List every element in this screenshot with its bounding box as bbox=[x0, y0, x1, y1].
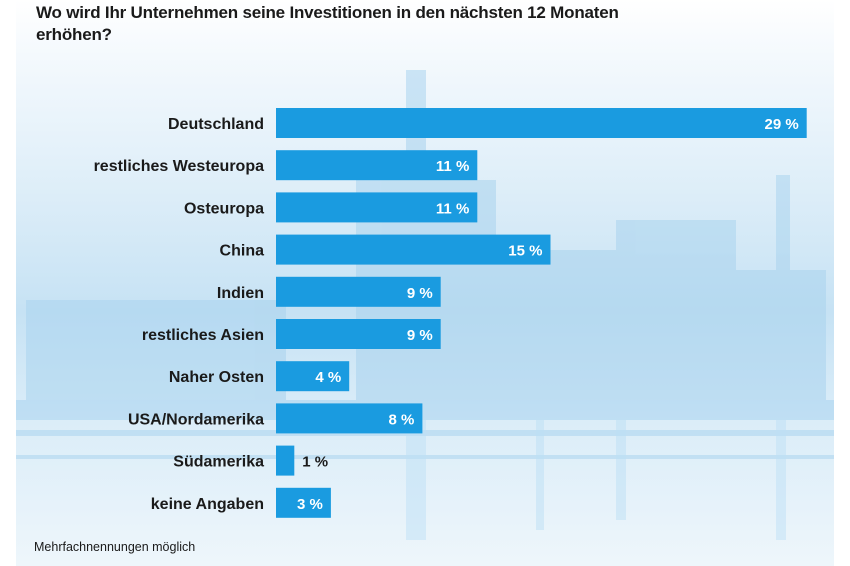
footnote: Mehrfachnennungen möglich bbox=[34, 540, 196, 554]
bar bbox=[276, 361, 350, 392]
value-label: 15 % bbox=[508, 243, 542, 260]
category-label: restliches Westeuropa bbox=[94, 158, 265, 175]
bar bbox=[276, 234, 551, 265]
category-label: Deutschland bbox=[168, 116, 264, 133]
chart-title: Wo wird Ihr Unternehmen seine Investitio… bbox=[36, 3, 619, 44]
category-label: Indien bbox=[217, 285, 264, 302]
bar bbox=[276, 487, 331, 518]
bar bbox=[276, 319, 441, 349]
value-label: 3 % bbox=[297, 496, 323, 513]
value-label: 8 % bbox=[389, 411, 415, 428]
value-label: 9 % bbox=[407, 285, 433, 302]
category-label: Südamerika bbox=[173, 454, 264, 471]
value-label: 1 % bbox=[302, 454, 328, 471]
bar bbox=[276, 276, 441, 307]
bar bbox=[276, 192, 478, 223]
category-label: Naher Osten bbox=[169, 369, 264, 386]
bar bbox=[276, 403, 423, 434]
chart-panel: Wo wird Ihr Unternehmen seine Investitio… bbox=[16, 0, 834, 566]
value-label: 11 % bbox=[436, 158, 469, 175]
bar bbox=[276, 150, 478, 181]
category-label: Osteuropa bbox=[184, 200, 264, 217]
value-label: 9 % bbox=[407, 327, 433, 344]
value-label: 4 % bbox=[315, 369, 341, 386]
category-label: restliches Asien bbox=[142, 327, 264, 344]
category-label: keine Angaben bbox=[151, 496, 264, 513]
value-label: 11 % bbox=[436, 200, 469, 217]
value-label: 29 % bbox=[764, 116, 798, 133]
category-label: China bbox=[220, 243, 265, 260]
bar-chart: Deutschland restliches Westeuropa Osteurop… bbox=[94, 108, 807, 518]
category-label: USA/Nordamerika bbox=[128, 411, 264, 428]
bar bbox=[276, 445, 295, 476]
bar bbox=[276, 108, 807, 138]
industrial-skyline-background bbox=[16, 70, 834, 540]
